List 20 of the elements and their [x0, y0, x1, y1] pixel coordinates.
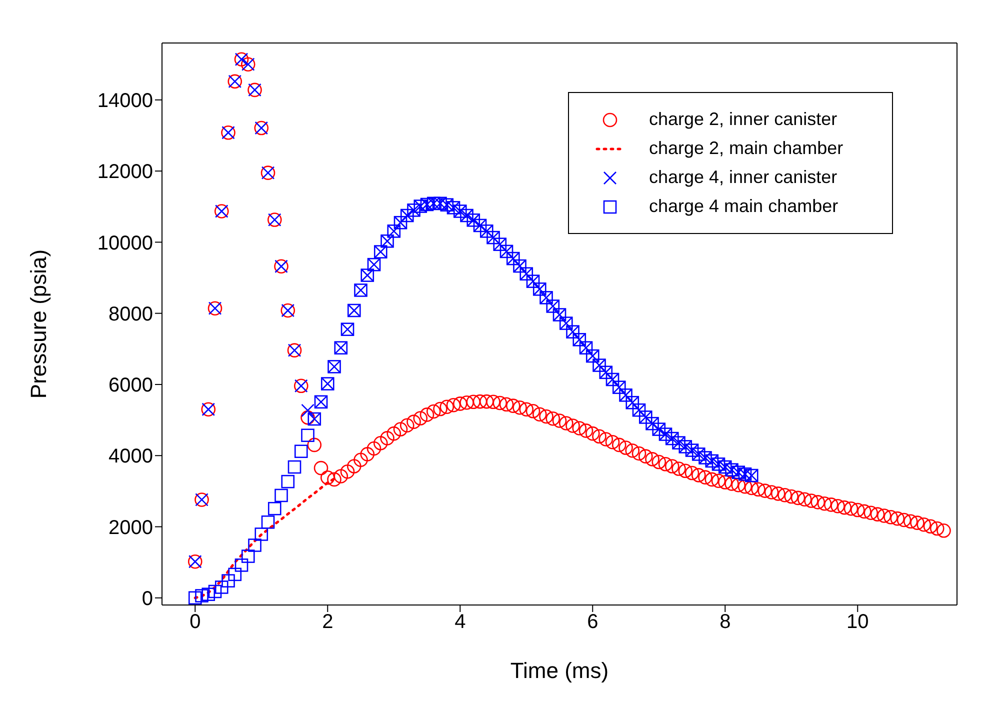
- x-axis-title: Time (ms): [510, 658, 609, 683]
- y-axis-title: Pressure (psia): [26, 249, 51, 399]
- y-tick-label: 4000: [108, 446, 153, 468]
- y-tick-label: 0: [142, 588, 153, 610]
- x-tick-label: 8: [720, 611, 731, 634]
- y-tick-label: 6000: [108, 374, 153, 397]
- x-tick-label: 4: [454, 611, 466, 634]
- y-tick-label: 10000: [97, 232, 153, 254]
- y-tick-label: 14000: [97, 90, 153, 112]
- x-tick-label: 2: [322, 611, 334, 634]
- x-tick-label: 10: [846, 611, 869, 634]
- legend-label: charge 4 main chamber: [649, 196, 838, 217]
- y-tick-label: 8000: [108, 303, 153, 326]
- x-tick-label: 6: [587, 611, 598, 634]
- legend-label: charge 2, main chamber: [649, 138, 844, 159]
- y-tick-label: 2000: [108, 516, 153, 539]
- y-tick-label: 12000: [97, 161, 153, 184]
- legend-label: charge 2, inner canister: [649, 109, 838, 130]
- x-tick-label: 0: [190, 611, 201, 634]
- legend-label: charge 4, inner canister: [649, 167, 838, 188]
